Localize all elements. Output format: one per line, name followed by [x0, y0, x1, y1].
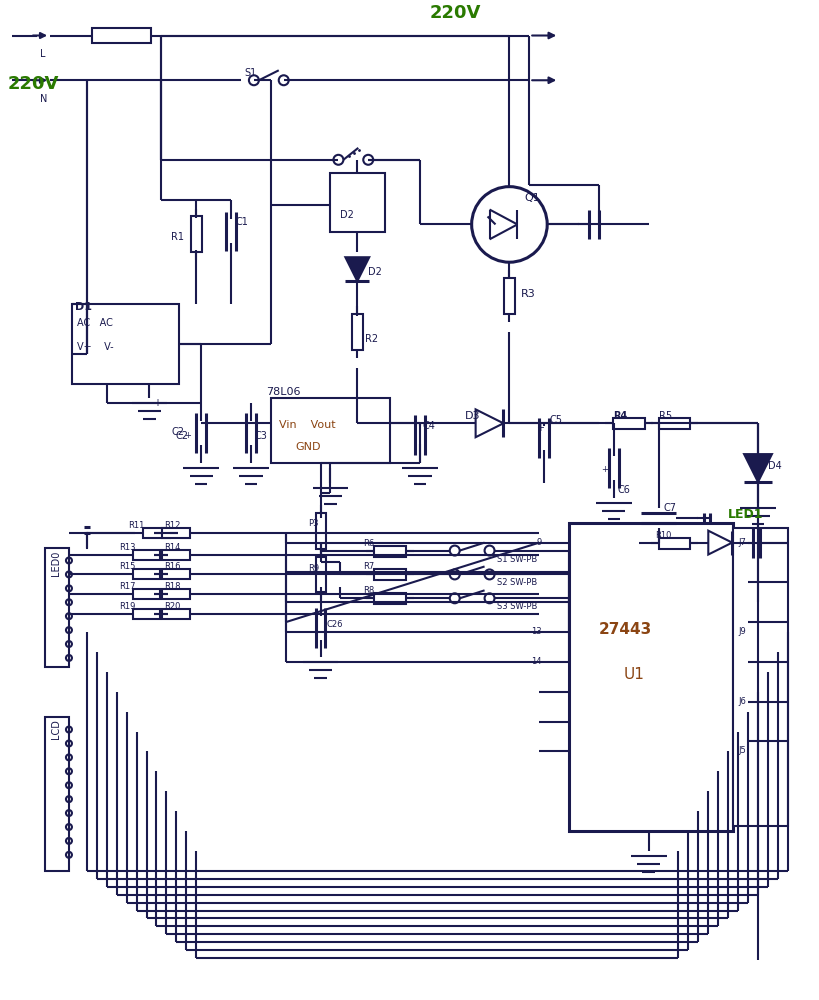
Text: R17: R17 — [119, 582, 135, 591]
Text: +: + — [536, 423, 544, 433]
Bar — [162, 569, 190, 579]
Text: V+    V-: V+ V- — [77, 342, 113, 352]
Text: 9: 9 — [536, 538, 541, 547]
Text: R1: R1 — [171, 232, 184, 242]
Bar — [162, 609, 190, 619]
Text: Q1: Q1 — [523, 193, 540, 203]
Bar — [143, 528, 170, 538]
Bar — [133, 550, 161, 560]
Text: R16: R16 — [164, 562, 181, 571]
Bar — [92, 28, 152, 43]
Text: R2: R2 — [364, 334, 378, 344]
Text: 220V: 220V — [429, 4, 481, 22]
Bar — [658, 418, 690, 429]
Text: D3: D3 — [464, 411, 480, 421]
Text: S1: S1 — [243, 68, 256, 78]
Bar — [133, 569, 161, 579]
Text: C4: C4 — [423, 421, 435, 431]
Text: J6: J6 — [737, 697, 745, 706]
Bar — [162, 550, 190, 560]
Text: R5: R5 — [658, 411, 671, 421]
Text: N: N — [40, 94, 48, 104]
Bar — [504, 278, 515, 314]
Text: 27443: 27443 — [598, 622, 651, 637]
Text: J9: J9 — [737, 627, 745, 636]
Text: AC   AC: AC AC — [77, 318, 113, 328]
Polygon shape — [743, 454, 771, 482]
Text: 13: 13 — [530, 627, 541, 636]
Bar — [133, 589, 161, 599]
Bar — [162, 589, 190, 599]
Text: C3: C3 — [255, 431, 268, 441]
Bar — [373, 593, 405, 604]
Text: D4: D4 — [767, 461, 781, 471]
Text: R10: R10 — [655, 531, 671, 540]
Text: S3 SW-PB: S3 SW-PB — [495, 602, 536, 611]
Text: P3: P3 — [308, 519, 319, 528]
Text: R14: R14 — [164, 543, 180, 552]
Text: C7: C7 — [663, 503, 676, 513]
Polygon shape — [345, 257, 369, 281]
Text: S1 SW-PB: S1 SW-PB — [495, 555, 536, 564]
Text: D2: D2 — [340, 210, 354, 220]
Bar — [133, 609, 161, 619]
Text: +: + — [184, 431, 191, 440]
Text: +: + — [153, 398, 161, 408]
Bar — [732, 528, 787, 826]
Bar — [315, 513, 326, 549]
Text: C2: C2 — [175, 431, 188, 441]
Text: U1: U1 — [623, 667, 644, 682]
Text: LCD: LCD — [51, 720, 61, 739]
Text: R4: R4 — [612, 411, 627, 421]
Text: C26: C26 — [326, 620, 342, 629]
Text: C1: C1 — [236, 217, 248, 227]
Bar — [352, 314, 363, 350]
Text: R9: R9 — [308, 564, 319, 573]
Bar — [72, 304, 179, 384]
Text: 220V: 220V — [7, 75, 59, 93]
Text: R13: R13 — [119, 543, 135, 552]
Text: J7: J7 — [737, 538, 745, 547]
Bar — [330, 173, 385, 232]
Text: 14: 14 — [530, 657, 541, 666]
Bar — [373, 569, 405, 580]
Polygon shape — [708, 531, 731, 555]
Text: R8: R8 — [363, 586, 374, 595]
Text: LED0: LED0 — [51, 551, 61, 576]
Text: R3: R3 — [521, 289, 536, 299]
Bar — [270, 398, 390, 463]
Bar — [568, 523, 732, 831]
Text: R18: R18 — [164, 582, 181, 591]
Text: D2: D2 — [368, 267, 382, 277]
Text: R20: R20 — [164, 602, 180, 611]
Text: R6: R6 — [363, 539, 374, 548]
Text: C6: C6 — [617, 485, 630, 495]
Text: R19: R19 — [119, 602, 135, 611]
Bar — [45, 717, 69, 871]
Text: R15: R15 — [119, 562, 135, 571]
Text: R11: R11 — [129, 521, 145, 530]
Text: R12: R12 — [164, 521, 180, 530]
Text: 78L06: 78L06 — [265, 387, 300, 397]
Bar — [162, 528, 190, 538]
Polygon shape — [475, 409, 503, 437]
Text: GND: GND — [296, 442, 321, 452]
Bar — [658, 538, 690, 549]
Bar — [612, 418, 644, 429]
Text: R7: R7 — [363, 562, 374, 571]
Bar — [315, 557, 326, 592]
Text: C2: C2 — [171, 427, 184, 437]
Bar — [191, 216, 202, 252]
Text: +: + — [600, 465, 607, 474]
Text: S2 SW-PB: S2 SW-PB — [495, 578, 536, 587]
Bar — [373, 546, 405, 557]
Text: L: L — [40, 49, 46, 59]
Text: C5: C5 — [549, 415, 562, 425]
Text: LED1: LED1 — [727, 508, 762, 521]
Bar — [45, 548, 69, 667]
Text: Vin    Vout: Vin Vout — [278, 420, 335, 430]
Text: J5: J5 — [737, 746, 745, 755]
Text: D1: D1 — [75, 302, 92, 312]
